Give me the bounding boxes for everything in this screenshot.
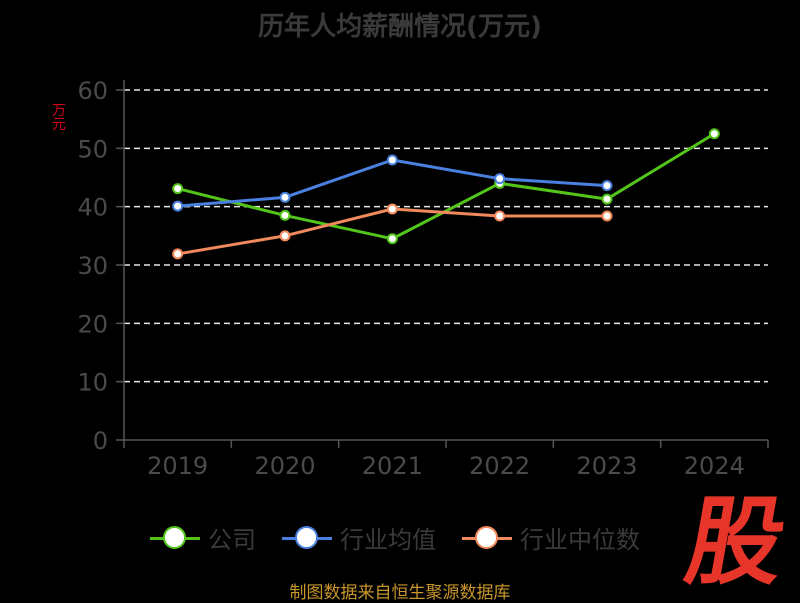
axes (116, 80, 769, 448)
series-line-1 (177, 158, 608, 208)
data-point[interactable] (494, 173, 506, 185)
source-note: 制图数据来自恒生聚源数据库 (289, 583, 511, 603)
series-line-0 (177, 132, 716, 241)
chart-title: 历年人均薪酬情况(万元) (258, 12, 542, 42)
legend-item-company[interactable]: 公司 (150, 520, 256, 555)
y-tick-label: 40 (77, 194, 108, 222)
data-point[interactable] (279, 230, 291, 242)
data-point[interactable] (601, 193, 613, 205)
data-point[interactable] (708, 128, 720, 140)
legend-item-industry-mean[interactable]: 行业均值 (282, 520, 436, 555)
data-point[interactable] (279, 191, 291, 203)
legend-label-company: 公司 (208, 526, 256, 554)
legend-item-industry-median[interactable]: 行业中位数 (462, 520, 640, 555)
grid-lines (124, 89, 768, 383)
legend-label-industry-mean: 行业均值 (340, 526, 436, 554)
x-tick-label: 2022 (469, 452, 530, 480)
legend-swatch-industry-median (462, 525, 512, 551)
y-tick-label: 60 (77, 77, 108, 105)
x-tick-label: 2021 (362, 452, 423, 480)
data-point[interactable] (172, 183, 184, 195)
legend-swatch-company (150, 525, 200, 551)
data-point[interactable] (386, 203, 398, 215)
x-tick-label: 2020 (254, 452, 315, 480)
legend-label-industry-median: 行业中位数 (520, 526, 640, 554)
legend-swatch-industry-mean (282, 525, 332, 551)
y-tick-label: 0 (93, 427, 108, 455)
x-tick-label: 2019 (147, 452, 208, 480)
x-tick-label: 2024 (684, 452, 745, 480)
series-lines (172, 128, 720, 260)
x-tick-label: 2023 (576, 452, 637, 480)
data-point[interactable] (386, 154, 398, 166)
y-axis-unit-label: 万元 (52, 103, 66, 133)
data-point[interactable] (601, 180, 613, 192)
y-tick-label: 30 (77, 252, 108, 280)
data-point[interactable] (386, 233, 398, 245)
data-point[interactable] (494, 210, 506, 222)
data-point[interactable] (279, 209, 291, 221)
data-point[interactable] (172, 248, 184, 260)
data-point[interactable] (172, 200, 184, 212)
y-tick-label: 10 (77, 369, 108, 397)
legend: 公司 行业均值 行业中位数 (150, 520, 666, 555)
data-point[interactable] (601, 210, 613, 222)
series-line-2 (177, 207, 607, 256)
y-tick-label: 20 (77, 310, 108, 338)
tick-labels: 0 10 20 30 40 50 60 2019 2020 2021 2022 2023 2024 (77, 77, 744, 480)
y-tick-label: 50 (77, 135, 108, 163)
brand-logo: 股 (678, 486, 794, 598)
